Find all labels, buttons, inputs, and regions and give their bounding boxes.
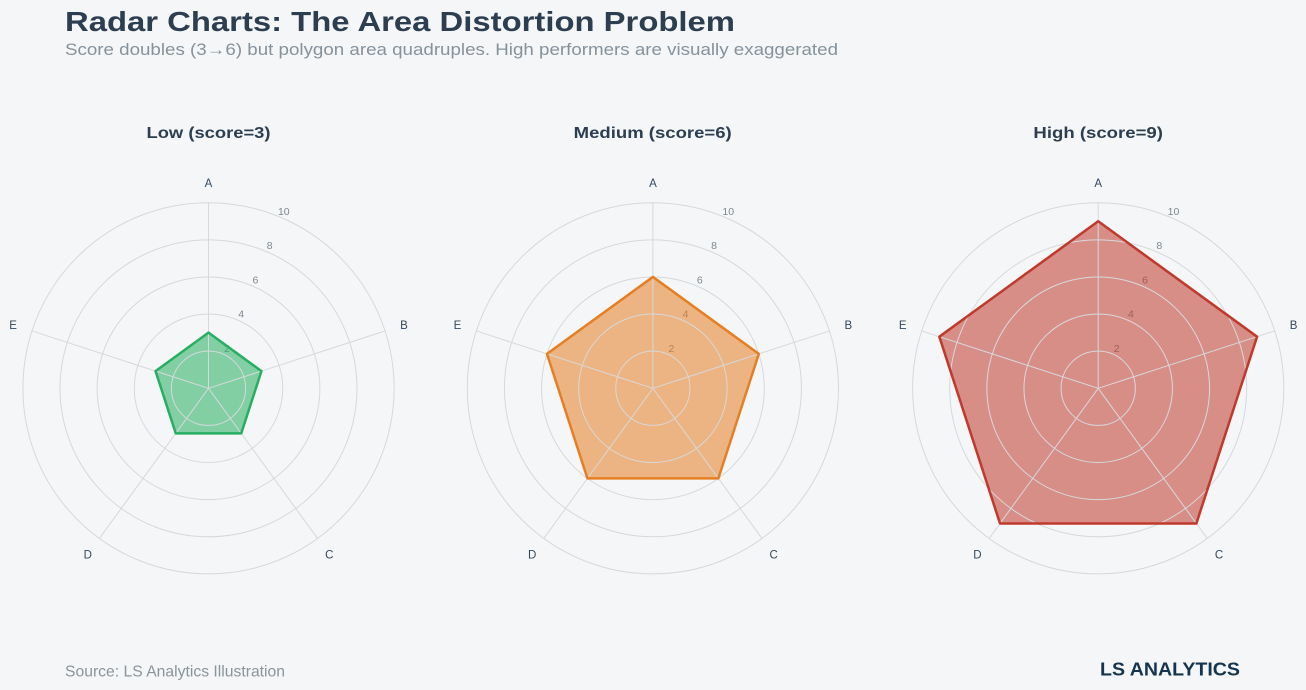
svg-text:Radar Charts: The Area Distort: Radar Charts: The Area Distortion Proble… xyxy=(65,6,735,37)
svg-text:High (score=9): High (score=9) xyxy=(1033,125,1163,142)
svg-text:Source: LS Analytics Illustrat: Source: LS Analytics Illustration xyxy=(65,664,285,681)
svg-text:Score doubles (3→6) but polygo: Score doubles (3→6) but polygon area qua… xyxy=(65,40,838,59)
svg-text:LS ANALYTICS: LS ANALYTICS xyxy=(1100,660,1240,680)
svg-text:Low (score=3): Low (score=3) xyxy=(147,125,271,142)
svg-text:Medium (score=6): Medium (score=6) xyxy=(574,125,732,142)
